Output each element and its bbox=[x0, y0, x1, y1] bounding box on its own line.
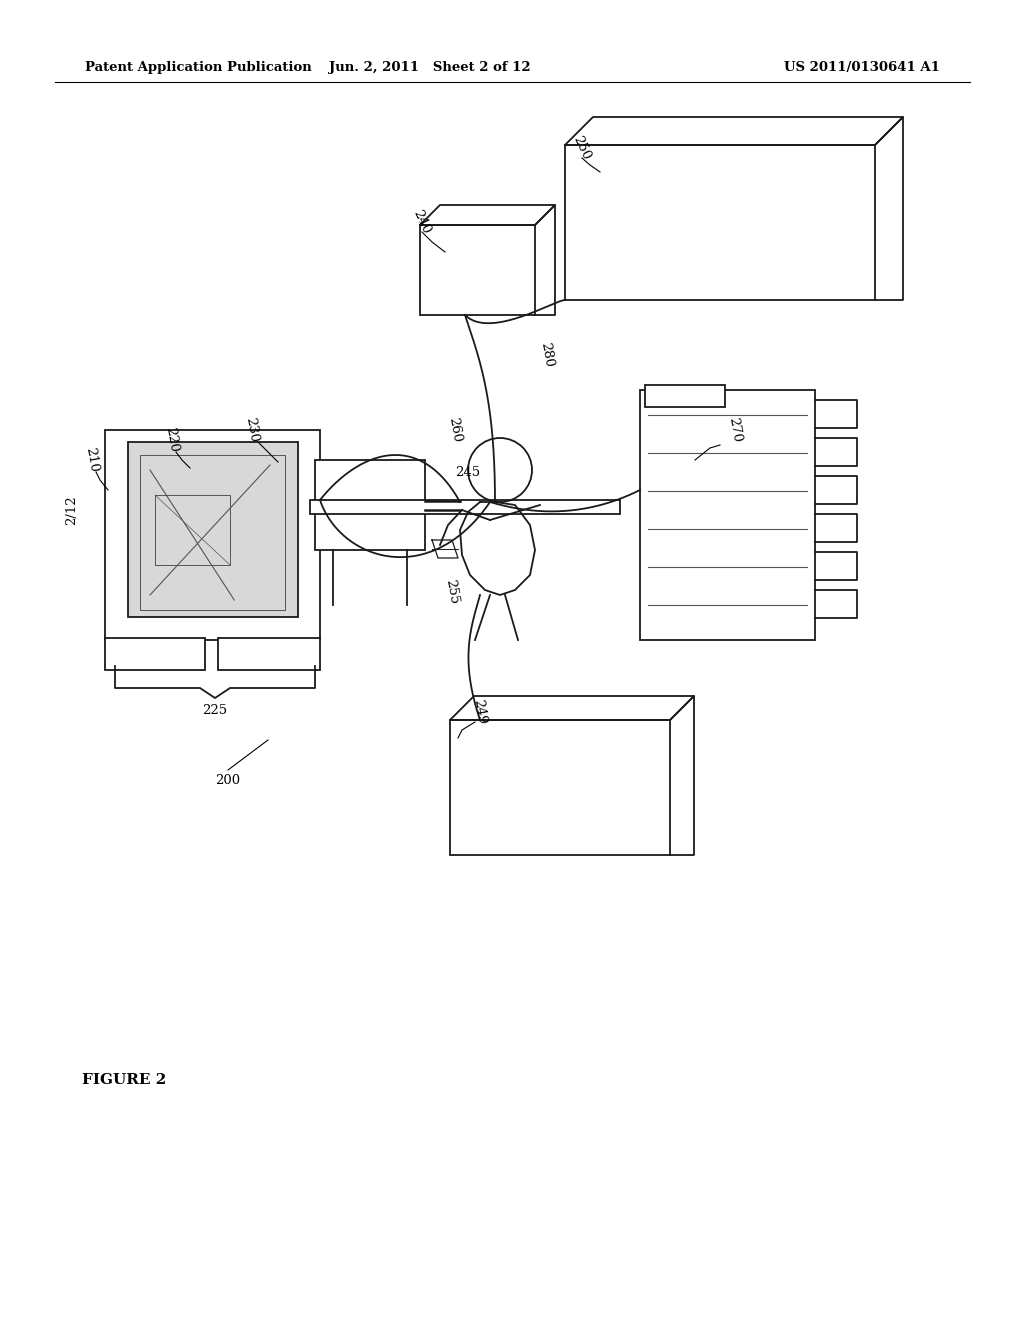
Text: 240: 240 bbox=[411, 207, 433, 236]
Bar bbox=[310, 500, 620, 513]
Text: 255: 255 bbox=[443, 578, 461, 606]
Bar bbox=[450, 719, 670, 855]
Text: US 2011/0130641 A1: US 2011/0130641 A1 bbox=[784, 62, 940, 74]
Bar bbox=[640, 389, 815, 640]
Bar bbox=[420, 224, 535, 315]
Bar bbox=[128, 442, 298, 616]
Text: 225: 225 bbox=[203, 704, 227, 717]
Text: 270: 270 bbox=[726, 416, 743, 444]
Text: Jun. 2, 2011   Sheet 2 of 12: Jun. 2, 2011 Sheet 2 of 12 bbox=[329, 62, 530, 74]
Text: 210: 210 bbox=[83, 446, 100, 474]
Text: 220: 220 bbox=[164, 426, 180, 454]
Bar bbox=[218, 638, 319, 671]
Text: 245: 245 bbox=[456, 466, 480, 479]
Text: Patent Application Publication: Patent Application Publication bbox=[85, 62, 311, 74]
Text: 280: 280 bbox=[539, 342, 556, 368]
Text: 250: 250 bbox=[570, 133, 593, 162]
Text: 200: 200 bbox=[215, 774, 241, 787]
Bar bbox=[315, 459, 425, 550]
Text: 230: 230 bbox=[244, 416, 260, 444]
Bar bbox=[565, 145, 874, 300]
Text: 2/12: 2/12 bbox=[66, 495, 79, 525]
Bar bbox=[105, 638, 205, 671]
Bar bbox=[645, 385, 725, 407]
Text: 249: 249 bbox=[471, 698, 488, 726]
Text: 260: 260 bbox=[446, 416, 464, 444]
Bar bbox=[105, 430, 319, 640]
Text: FIGURE 2: FIGURE 2 bbox=[82, 1073, 166, 1086]
